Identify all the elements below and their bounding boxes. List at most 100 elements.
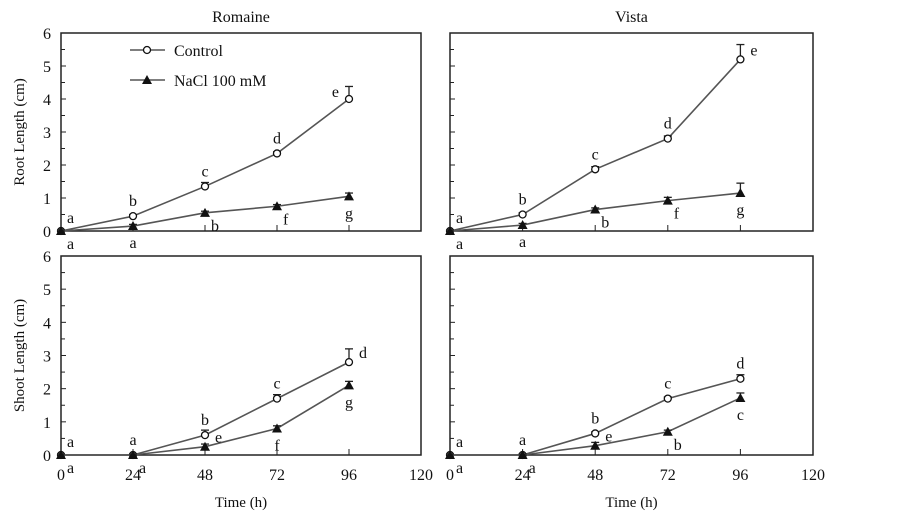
legend-label: Control xyxy=(174,43,223,60)
y-tick-label: 6 xyxy=(43,249,51,266)
significance-letter: c xyxy=(664,376,671,393)
significance-letter: a xyxy=(456,236,463,253)
y-tick-label: 0 xyxy=(43,224,51,241)
data-point xyxy=(56,226,66,235)
y-tick-label: 1 xyxy=(43,191,51,208)
significance-letter: d xyxy=(736,356,744,373)
significance-letter: b xyxy=(601,215,609,232)
significance-letter: a xyxy=(129,432,136,449)
significance-letter: a xyxy=(139,460,146,477)
y-tick-label: 0 xyxy=(43,448,51,465)
data-point xyxy=(663,134,672,143)
data-point xyxy=(517,220,528,230)
x-tick-label: 0 xyxy=(446,467,454,484)
y-tick-label: 6 xyxy=(43,26,51,43)
data-point xyxy=(272,201,282,211)
x-axis-label: Time (h) xyxy=(215,495,267,511)
data-point xyxy=(272,423,282,433)
data-point xyxy=(128,450,138,459)
significance-letter: b xyxy=(519,192,527,209)
data-point xyxy=(736,374,745,383)
x-tick-label: 120 xyxy=(409,467,433,484)
y-tick-label: 3 xyxy=(43,125,51,142)
significance-letter: a xyxy=(67,236,74,253)
legend: Control NaCl 100 mM xyxy=(130,43,266,90)
data-point xyxy=(200,441,210,451)
significance-letter: a xyxy=(456,210,463,227)
significance-letter: f xyxy=(674,206,680,223)
significance-letter: c xyxy=(592,146,599,163)
significance-letter: a xyxy=(67,460,74,477)
data-point xyxy=(272,394,282,403)
plot-frame xyxy=(449,32,814,232)
significance-letter: d xyxy=(359,345,367,362)
significance-letter: d xyxy=(664,116,672,133)
series-control: a b c d e xyxy=(445,42,758,236)
data-point xyxy=(735,188,746,198)
significance-letter: a xyxy=(529,460,536,477)
significance-letter: b xyxy=(201,412,209,429)
y-tick-label: 4 xyxy=(43,92,51,109)
significance-letter: a xyxy=(456,460,463,477)
data-point xyxy=(56,450,66,459)
significance-letter: c xyxy=(201,163,208,180)
y-axis-label: Root Length (cm) xyxy=(12,78,28,185)
data-point xyxy=(344,357,354,367)
data-point xyxy=(200,182,210,191)
legend-marker-triangle xyxy=(142,75,152,84)
legend-label: NaCl 100 mM xyxy=(174,73,266,90)
data-point xyxy=(445,450,455,459)
data-point xyxy=(200,430,210,440)
x-tick-label: 96 xyxy=(341,467,357,484)
data-point xyxy=(735,392,746,402)
x-tick-label: 48 xyxy=(587,467,603,484)
x-tick-label: 72 xyxy=(660,467,676,484)
data-point xyxy=(128,211,138,221)
significance-letter: a xyxy=(67,434,74,451)
significance-letter: e xyxy=(332,84,339,101)
y-tick-label: 2 xyxy=(43,158,51,175)
data-point xyxy=(591,429,600,438)
significance-letter: a xyxy=(519,234,526,251)
data-point xyxy=(517,450,528,459)
data-point xyxy=(590,204,601,214)
significance-letter: b xyxy=(211,218,219,235)
y-tick-label: 1 xyxy=(43,415,51,432)
series-nacl: a ae fg xyxy=(56,380,354,477)
data-point xyxy=(662,195,673,205)
legend-marker-circle xyxy=(142,45,152,55)
y-tick-label: 4 xyxy=(43,315,51,332)
data-point xyxy=(736,55,745,64)
panel-title: Vista xyxy=(615,9,648,26)
data-point xyxy=(344,94,354,104)
panel-3: 0 1 2 3 4 5 6 0 24 48 72 96 120 Time (h) Shoot Length … xyxy=(12,249,433,511)
y-tick-label: 2 xyxy=(43,382,51,399)
significance-letter: e xyxy=(750,42,757,59)
significance-letter: a xyxy=(519,432,526,449)
series-control: a b c d e xyxy=(56,84,354,236)
plot-frame xyxy=(60,32,422,232)
significance-letter: f xyxy=(274,437,280,454)
x-axis-label: Time (h) xyxy=(605,495,657,511)
data-point xyxy=(272,149,282,158)
y-tick-label: 5 xyxy=(43,282,51,299)
data-point xyxy=(590,440,601,450)
data-point xyxy=(663,394,672,403)
significance-letter: c xyxy=(737,407,744,424)
significance-letter: a xyxy=(67,210,74,227)
series-nacl: a ae bc xyxy=(445,392,746,477)
x-tick-label: 24 xyxy=(125,467,141,484)
significance-letter: c xyxy=(273,376,280,393)
x-tick-label: 0 xyxy=(57,467,65,484)
y-tick-label: 3 xyxy=(43,349,51,366)
significance-letter: f xyxy=(283,211,289,228)
data-point xyxy=(445,226,455,235)
significance-letter: a xyxy=(129,235,136,252)
x-tick-label: 120 xyxy=(801,467,825,484)
significance-letter: g xyxy=(345,205,353,222)
